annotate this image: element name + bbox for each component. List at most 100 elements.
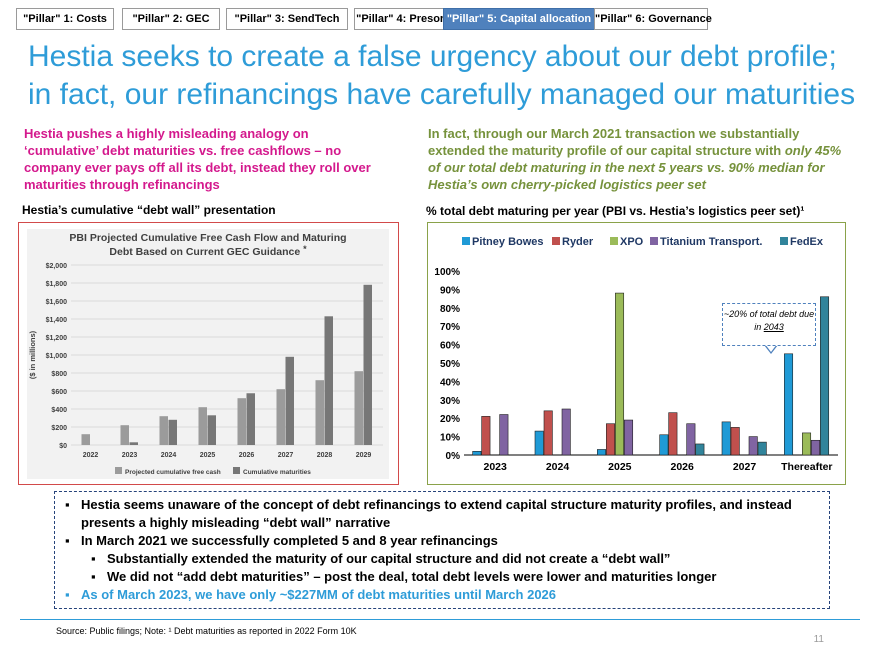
maturity-profile-chart-panel: Pitney Bowes Ryder XPO Titanium Transport. F… <box>427 222 846 485</box>
chart-1-bar-maturities <box>246 393 255 445</box>
callout-year: 2043 <box>763 322 784 332</box>
chart-1-legend-label: Projected cumulative free cash <box>125 469 221 476</box>
chart-2-bar-titanium-transport <box>686 423 696 456</box>
chart-2-bar-pitney-bowes <box>659 434 669 456</box>
chart-2-bar-titanium-transport <box>624 419 634 456</box>
chart-1-y-tick-label: $1,000 <box>46 353 68 360</box>
bullet-maturities-until-2026: As of March 2023, we have only ~$227MM o… <box>65 586 819 604</box>
chart-2-y-tick-label: 10% <box>440 433 460 444</box>
chart-2-bar-fedex <box>757 441 767 456</box>
right-chart-caption: % total debt maturing per year (PBI vs. … <box>426 204 805 218</box>
chart-2-bar-pitney-bowes <box>784 353 794 456</box>
chart-1-y-tick-label: $1,600 <box>46 299 68 306</box>
chart-1-title-line-2: Debt Based on Current GEC Guidance * <box>109 244 307 258</box>
chart-1-y-axis-label: ($ in millions) <box>28 330 37 379</box>
chart-2-bar-pitney-bowes <box>721 421 731 456</box>
tab-pillar-6-governance[interactable]: "Pillar" 6: Governance <box>594 8 712 30</box>
chart-2-x-tick-label: 2024 <box>546 461 570 473</box>
headline-line-2: in fact, our refinancings have carefully… <box>28 78 856 111</box>
chart-1-title-mark: * <box>303 244 307 254</box>
chart-1-y-tick-label: $1,800 <box>46 281 68 288</box>
chart-1-legend-swatch <box>233 467 240 474</box>
chart-2-legend-label: Titanium Transport. <box>660 236 762 248</box>
chart-2-legend-swatch <box>650 237 658 245</box>
chart-2-x-tick-label: 2027 <box>733 461 757 473</box>
chart-2-legend-swatch <box>552 237 560 245</box>
bullet-march-2021-refinancing: In March 2021 we successfully completed … <box>65 532 819 550</box>
bullet-debt-wall-narrative: Hestia seems unaware of the concept of d… <box>65 496 819 532</box>
chart-2-y-tick-label: 20% <box>440 414 460 425</box>
source-note: Source: Public filings; Note: ¹ Debt mat… <box>56 626 357 636</box>
chart-2-bar-xpo <box>615 292 625 456</box>
chart-1-y-tick-label: $0 <box>59 443 67 450</box>
chart-2-y-tick-label: 90% <box>440 285 460 296</box>
chart-2-bar-pitney-bowes <box>597 449 607 456</box>
chart-2-bar-fedex <box>820 296 830 456</box>
chart-2-legend-label: FedEx <box>790 236 824 248</box>
chart-2-y-tick-label: 40% <box>440 377 460 388</box>
page-headline: Hestia seeks to create a false urgency a… <box>28 38 868 114</box>
tab-pillar-4-presort[interactable]: "Pillar" 4: Presort <box>354 8 450 30</box>
chart-2-legend-label: XPO <box>620 236 644 248</box>
chart-1-bar-free-cash <box>237 398 246 445</box>
chart-1-bar-free-cash <box>276 389 285 445</box>
chart-1-y-tick-label: $200 <box>51 425 67 432</box>
chart-2-bar-fedex <box>695 443 705 456</box>
chart-2-bar-ryder <box>730 427 740 456</box>
chart-2-bar-ryder <box>606 423 616 456</box>
chart-1-y-tick-label: $1,200 <box>46 335 68 342</box>
chart-2-bar-titanium-transport <box>811 439 821 456</box>
chart-1-bar-maturities <box>168 419 177 445</box>
key-points-box: Hestia seems unaware of the concept of d… <box>54 491 830 609</box>
chart-2-y-tick-label: 80% <box>440 304 460 315</box>
chart-2-bar-ryder <box>543 410 553 456</box>
chart-2-x-tick-label: 2023 <box>483 461 507 473</box>
debt-wall-chart-panel: PBI Projected Cumulative Free Cash Flow … <box>18 222 399 485</box>
chart-2-y-tick-label: 0% <box>446 451 461 462</box>
chart-2-bar-titanium-transport <box>748 436 758 456</box>
tab-pillar-5-capital-allocation[interactable]: "Pillar" 5: Capital allocation <box>443 8 595 30</box>
chart-1-x-tick-label: 2029 <box>356 452 372 459</box>
chart-2-bar-pitney-bowes <box>472 451 482 456</box>
tab-pillar-2-gec[interactable]: "Pillar" 2: GEC <box>122 8 220 30</box>
tab-pillar-1-costs[interactable]: "Pillar" 1: Costs <box>16 8 114 30</box>
chart-2-x-tick-label: Thereafter <box>781 461 832 473</box>
chart-1-bar-maturities <box>363 284 372 445</box>
left-lead-text: Hestia pushes a highly misleading analog… <box>24 126 371 192</box>
chart-1-bar-free-cash <box>315 380 324 445</box>
chart-2-x-tick-label: 2026 <box>670 461 694 473</box>
chart-1-y-tick-label: $2,000 <box>46 263 68 270</box>
chart-1-y-tick-label: $1,400 <box>46 317 68 324</box>
left-chart-caption: Hestia’s cumulative “debt wall” presenta… <box>22 203 276 217</box>
chart-2-y-tick-label: 100% <box>434 267 460 278</box>
chart-2-bar-ryder <box>481 416 491 456</box>
callout-box: ~20% of total debt due in 2043 <box>722 303 816 346</box>
page-number: 11 <box>813 634 824 645</box>
chart-1-x-tick-label: 2024 <box>161 452 177 459</box>
chart-2-legend-swatch <box>462 237 470 245</box>
chart-1-title-line-1: PBI Projected Cumulative Free Cash Flow … <box>69 232 346 244</box>
maturity-profile-chart: Pitney Bowes Ryder XPO Titanium Transport. F… <box>434 236 838 473</box>
tab-pillar-3-sendtech[interactable]: "Pillar" 3: SendTech <box>226 8 348 30</box>
right-lead-italic: only 45% of our total debt maturing in t… <box>428 143 842 192</box>
right-lead-text: In fact, through our March 2021 transact… <box>428 125 848 193</box>
chart-2-bar-ryder <box>668 412 678 456</box>
chart-2-bar-pitney-bowes <box>534 430 544 456</box>
chart-1-x-tick-label: 2022 <box>83 452 99 459</box>
chart-1-bar-free-cash <box>159 416 168 445</box>
callout-text: ~20% of total debt due in <box>723 309 815 332</box>
chart-2-legend-label: Pitney Bowes <box>472 236 544 248</box>
chart-2-y-tick-label: 30% <box>440 396 460 407</box>
chart-2-bar-titanium-transport <box>561 408 571 456</box>
chart-1-x-tick-label: 2027 <box>278 452 294 459</box>
chart-1-x-tick-label: 2025 <box>200 452 216 459</box>
chart-1-y-tick-label: $800 <box>51 371 67 378</box>
chart-1-bar-maturities <box>324 316 333 445</box>
sub-bullet-extended-maturity: Substantially extended the maturity of o… <box>91 550 819 568</box>
chart-1-x-tick-label: 2023 <box>122 452 138 459</box>
chart-1-bar-maturities <box>207 415 216 445</box>
chart-1-x-tick-label: 2028 <box>317 452 333 459</box>
chart-2-y-tick-label: 50% <box>440 359 460 370</box>
chart-1-y-tick-label: $400 <box>51 407 67 414</box>
chart-1-x-tick-label: 2026 <box>239 452 255 459</box>
